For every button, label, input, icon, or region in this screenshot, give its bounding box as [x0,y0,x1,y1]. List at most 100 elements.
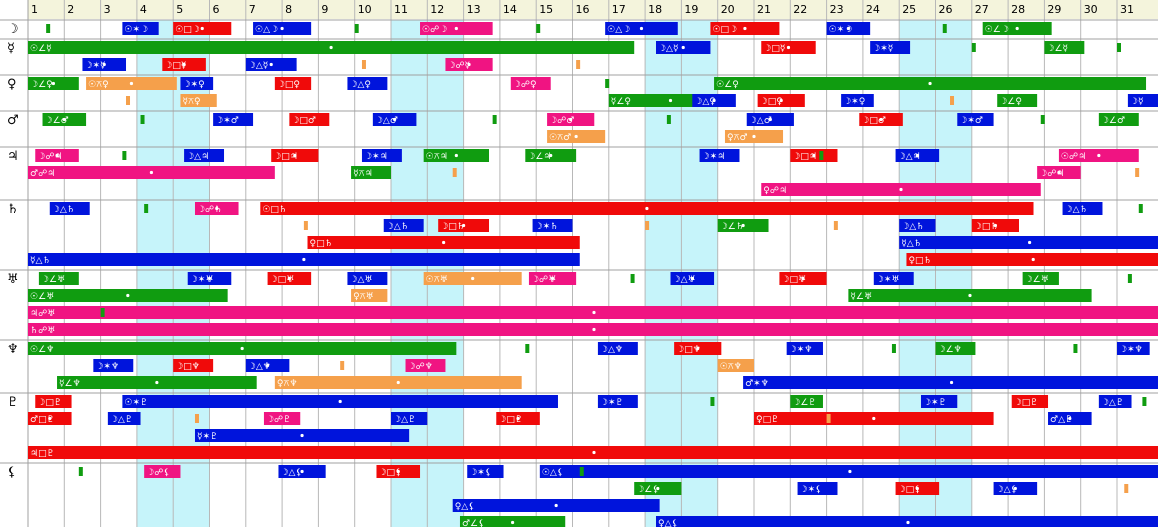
aspect-bar[interactable] [920,395,958,408]
exact-dot [569,117,573,122]
aspect-bar[interactable] [38,272,79,285]
aspect-label: ☽□♅ [270,275,295,285]
exact-dot [949,380,954,385]
aspect-bar[interactable] [361,149,402,162]
aspect-label: ♂☍♃ [30,169,55,179]
aspect-label: ☿∠♀ [611,97,631,107]
day-number: 12 [430,3,444,16]
aspect-bar[interactable] [873,272,914,285]
aspect-bar[interactable] [144,465,181,478]
day-number: 16 [576,3,590,16]
exact-dot [1057,170,1061,175]
aspect-label: ☉✶☽ [829,25,853,35]
planet-glyph: ♆ [7,342,19,357]
day-number: 27 [975,3,989,16]
aspect-bar[interactable] [351,166,391,179]
aspect-label: ☽☍⚸ [146,468,170,478]
aspect-bar[interactable] [1098,113,1139,126]
aspect-bar[interactable] [289,113,330,126]
aspect-marker [340,361,345,370]
aspect-bar[interactable] [786,342,823,355]
aspect-bar[interactable] [49,202,90,215]
aspect-bar[interactable] [35,395,72,408]
aspect-bar[interactable] [957,113,994,126]
aspect-bar[interactable] [899,219,936,232]
aspect-label: ☽✶⚸ [469,468,491,478]
exact-dot [511,520,515,525]
aspect-bar[interactable] [467,465,504,478]
aspect-bar[interactable] [717,359,754,372]
aspect-bar[interactable] [180,77,214,90]
aspect-label: ♀☍♃ [763,186,787,196]
aspect-label: ♂□♇ [30,415,55,425]
aspect-label: ☿⚻♃ [353,169,373,179]
day-number: 29 [1047,3,1061,16]
aspect-bar[interactable] [93,359,134,372]
aspect-marker [942,24,947,33]
exact-dot [550,276,555,281]
aspect-label: ☽∠♄ [720,222,744,232]
aspect-bar[interactable] [263,412,301,425]
aspect-label: ☿⚻♀ [182,97,200,107]
aspect-label: ☽∠♂ [1101,116,1125,126]
day-number: 4 [140,3,147,16]
aspect-bar[interactable] [1062,202,1103,215]
exact-dot [592,310,596,315]
exact-dot [48,416,52,421]
aspect-label: ☽∠☿ [1046,44,1068,54]
aspect-bar[interactable] [797,482,838,495]
aspect-label: ♃□♇ [30,449,55,459]
aspect-bar[interactable] [383,219,424,232]
aspect-bar[interactable] [935,342,976,355]
aspect-bar[interactable] [1044,41,1085,54]
exact-dot [872,416,876,421]
aspect-label: ☽□♃ [273,152,298,162]
aspect-bar[interactable] [347,272,388,285]
aspect-label: ☽□☿ [763,44,785,54]
aspect-bar[interactable] [1011,395,1049,408]
aspect-bar[interactable] [347,77,388,90]
exact-dot [1068,416,1072,421]
exact-dot [516,416,520,421]
aspect-bar[interactable] [510,77,551,90]
aspect-bar[interactable] [532,219,573,232]
aspect-bar[interactable] [1098,395,1132,408]
aspect-label: ☉⚻♆ [720,362,742,372]
aspect-bar[interactable] [790,395,823,408]
aspect-label: ☽△♄ [386,222,409,232]
aspect-label: ☽∠♀ [30,80,53,90]
aspect-bar[interactable] [173,359,214,372]
aspect-marker [1135,168,1140,177]
aspect-bar[interactable] [997,94,1038,107]
aspect-bar[interactable] [274,77,312,90]
aspect-bar[interactable] [870,41,911,54]
aspect-label: ☽□⚸ [378,468,401,478]
aspect-label: ☉△☽ [255,25,278,35]
aspect-bar[interactable] [841,94,874,107]
aspect-label: ♀⚻♆ [277,379,298,389]
aspect-label: ☉∠♀ [716,80,739,90]
aspect-label: ☉□♄ [262,205,287,215]
aspect-bar[interactable] [391,412,428,425]
aspect-bar[interactable] [405,359,446,372]
aspect-bar[interactable] [597,395,638,408]
aspect-bar[interactable] [180,94,217,107]
aspect-label: ☽☍♇ [266,415,291,425]
aspect-bar[interactable] [184,149,225,162]
exact-dot [240,346,244,351]
aspect-bar[interactable] [107,412,141,425]
aspect-label: ♀△⚸ [658,519,678,527]
aspect-bar[interactable] [597,342,638,355]
aspect-marker [1040,115,1045,124]
aspect-bar[interactable] [351,289,388,302]
aspect-bar[interactable] [1117,342,1150,355]
exact-dot [848,469,852,474]
aspect-bar[interactable] [213,113,254,126]
aspect-bar[interactable] [122,22,159,35]
aspect-label: ☽✶♄ [535,222,559,232]
aspect-bar[interactable] [699,149,740,162]
aspect-bar[interactable] [1127,94,1158,107]
aspect-bar[interactable] [1022,272,1059,285]
exact-dot [293,153,297,158]
aspect-marker [710,397,715,406]
